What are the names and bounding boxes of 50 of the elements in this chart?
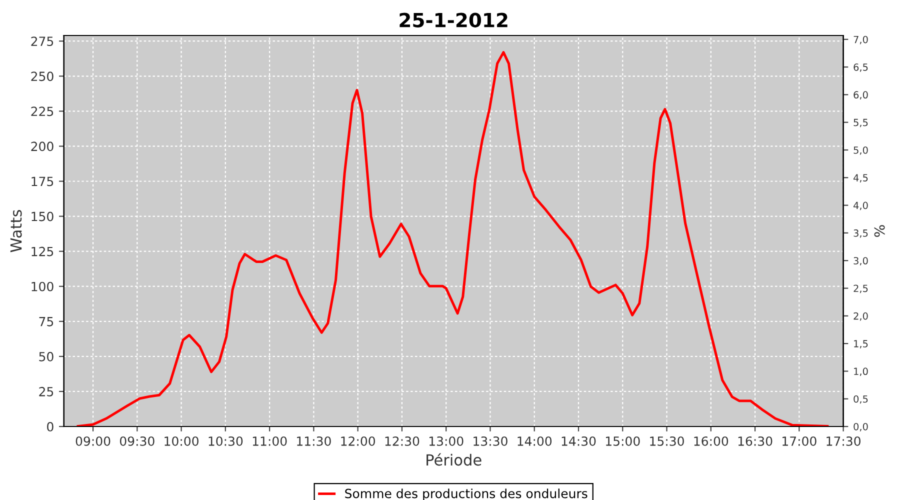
- y-tick-label: 100: [32, 282, 54, 292]
- y2-tick-label: 7,0: [854, 36, 868, 44]
- y2-tick-label: 0,0: [854, 422, 868, 432]
- y2-tick-label: 1,0: [854, 368, 868, 376]
- x-tick-label: 17:30: [826, 436, 860, 446]
- x-tick-label: 16:30: [738, 436, 772, 446]
- line-series: [76, 51, 829, 426]
- y-tick-label: 225: [31, 106, 54, 116]
- x-axis-title: Période: [426, 453, 482, 466]
- x-tick-label: 10:30: [208, 436, 243, 446]
- y2-tick-label: 6,5: [854, 64, 868, 72]
- y-axis-title: Watts: [10, 210, 22, 252]
- x-tick-label: 09:30: [120, 436, 154, 446]
- x-tick-label: 14:00: [518, 436, 552, 446]
- y2-tick-label: 4,0: [854, 202, 868, 210]
- x-tick-label: 10:00: [164, 436, 198, 446]
- y-tick-label: 125: [32, 246, 54, 256]
- y2-tick-label: 6,0: [854, 91, 868, 100]
- y-tick-label: 275: [31, 36, 54, 46]
- y2-tick-label: 4,5: [854, 174, 868, 182]
- x-tick-label: 11:30: [297, 436, 331, 446]
- y-tick-label: 25: [39, 386, 54, 396]
- x-tick-label: 15:30: [650, 436, 684, 446]
- y2-tick-label: 5,0: [854, 146, 868, 155]
- x-tick-label: 15:00: [606, 436, 640, 446]
- x-tick-label: 09:00: [76, 436, 110, 446]
- x-tick-label: 11:00: [252, 436, 287, 446]
- y-tick-label: 75: [39, 317, 54, 326]
- y-tick-label: 250: [31, 72, 54, 82]
- x-tick-label: 13:30: [474, 436, 508, 446]
- y2-tick-label: 2,5: [854, 284, 868, 294]
- x-tick-label: 12:00: [341, 436, 376, 446]
- y-tick-label: 200: [31, 142, 54, 152]
- y2-axis-title: %: [874, 225, 885, 237]
- x-tick-label: 12:30: [385, 436, 420, 446]
- chart-title: 25-1-2012: [400, 12, 508, 28]
- y2-tick-label: 3,0: [854, 257, 868, 266]
- x-tick-label: 16:00: [694, 436, 728, 446]
- y-tick-label: 0: [47, 422, 54, 432]
- y-tick-label: 175: [32, 176, 54, 186]
- x-tick-label: 17:00: [782, 436, 816, 446]
- x-tick-label: 13:00: [429, 436, 464, 446]
- y2-tick-label: 0,5: [854, 395, 868, 404]
- y2-tick-label: 5,5: [854, 118, 868, 128]
- y2-tick-label: 2,0: [854, 312, 868, 321]
- y-tick-label: 150: [32, 212, 54, 222]
- y2-tick-label: 3,5: [854, 229, 868, 238]
- y2-tick-label: 1,5: [854, 340, 868, 348]
- y-tick-label: 50: [39, 352, 54, 362]
- x-tick-label: 14:30: [562, 436, 596, 446]
